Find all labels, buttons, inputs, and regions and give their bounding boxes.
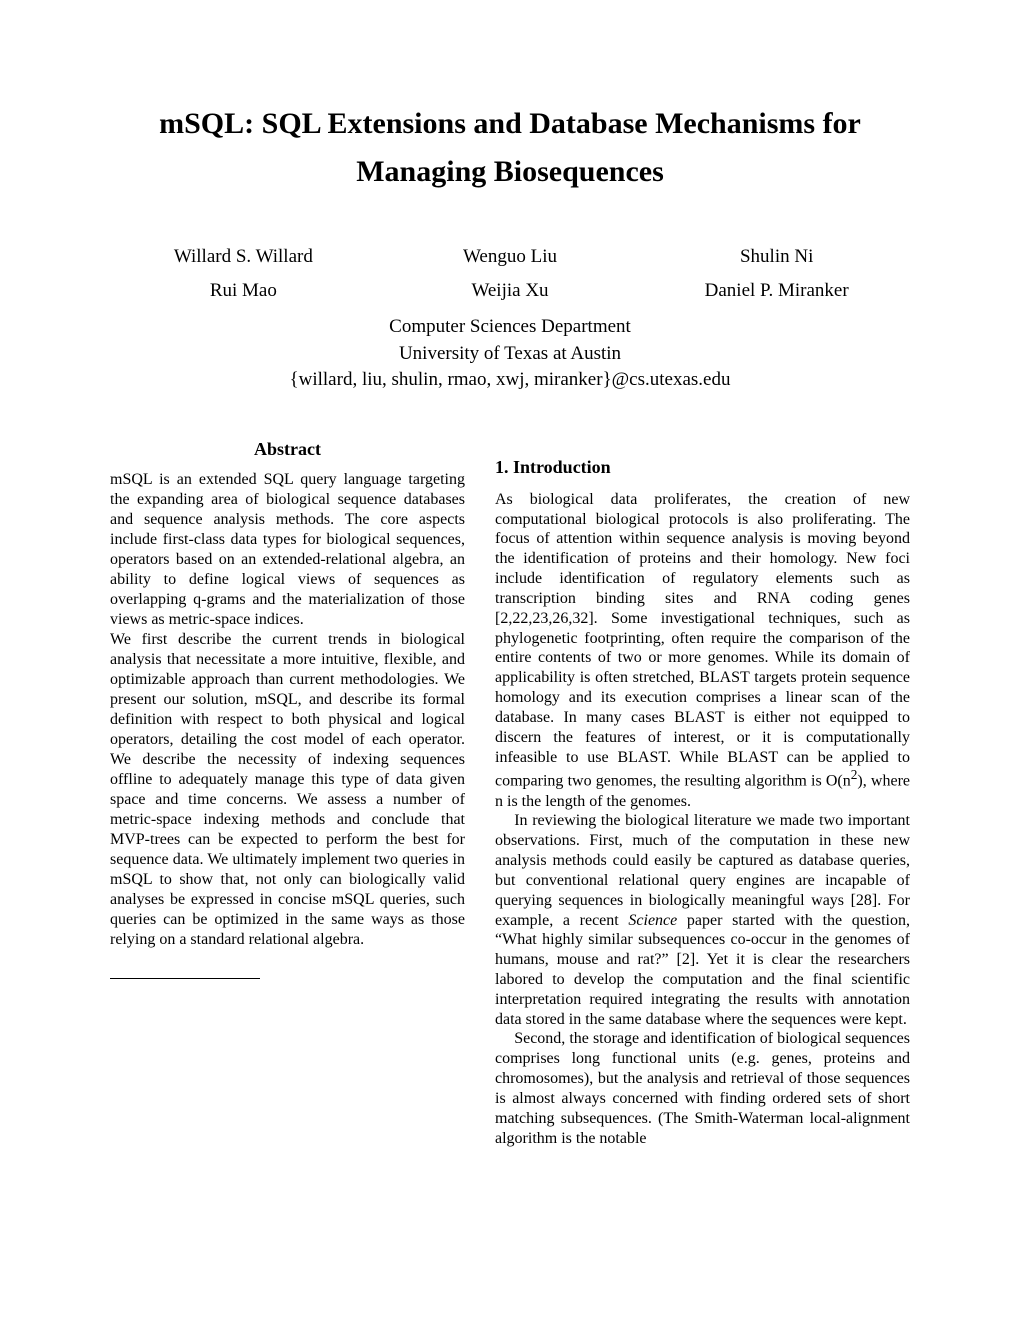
affiliation-univ: University of Texas at Austin	[110, 341, 910, 368]
intro-para-2: In reviewing the biological literature w…	[495, 811, 910, 1029]
paper-page: mSQL: SQL Extensions and Database Mechan…	[0, 0, 1020, 1208]
authors-row-2: Rui Mao Weijia Xu Daniel P. Miranker	[110, 280, 910, 302]
left-column: Abstract mSQL is an extended SQL query l…	[110, 439, 465, 1149]
author-name: Daniel P. Miranker	[643, 280, 910, 302]
right-column: 1. Introduction As biological data proli…	[495, 439, 910, 1149]
intro-body: As biological data proliferates, the cre…	[495, 490, 910, 1149]
author-name: Rui Mao	[110, 280, 377, 302]
author-name: Shulin Ni	[643, 246, 910, 268]
footnote-rule	[110, 978, 260, 979]
abstract-para-1: mSQL is an extended SQL query language t…	[110, 471, 465, 628]
intro-p1-part-a: As biological data proliferates, the cre…	[495, 491, 910, 790]
author-name: Wenguo Liu	[377, 246, 644, 268]
author-name: Weijia Xu	[377, 280, 644, 302]
affiliation-dept: Computer Sciences Department	[110, 314, 910, 341]
author-name: Willard S. Willard	[110, 246, 377, 268]
affiliation-emails: {willard, liu, shulin, rmao, xwj, mirank…	[110, 367, 910, 394]
abstract-body: mSQL is an extended SQL query language t…	[110, 470, 465, 950]
intro-para-1: As biological data proliferates, the cre…	[495, 490, 910, 812]
two-column-body: Abstract mSQL is an extended SQL query l…	[110, 439, 910, 1149]
intro-p2-italic: Science	[628, 912, 677, 929]
intro-para-3: Second, the storage and identification o…	[495, 1029, 910, 1148]
intro-heading: 1. Introduction	[495, 457, 910, 478]
abstract-para-2: We first describe the current trends in …	[110, 631, 465, 948]
affiliation-block: Computer Sciences Department University …	[110, 314, 910, 394]
paper-title: mSQL: SQL Extensions and Database Mechan…	[110, 100, 910, 196]
abstract-heading: Abstract	[110, 439, 465, 460]
authors-row-1: Willard S. Willard Wenguo Liu Shulin Ni	[110, 246, 910, 268]
